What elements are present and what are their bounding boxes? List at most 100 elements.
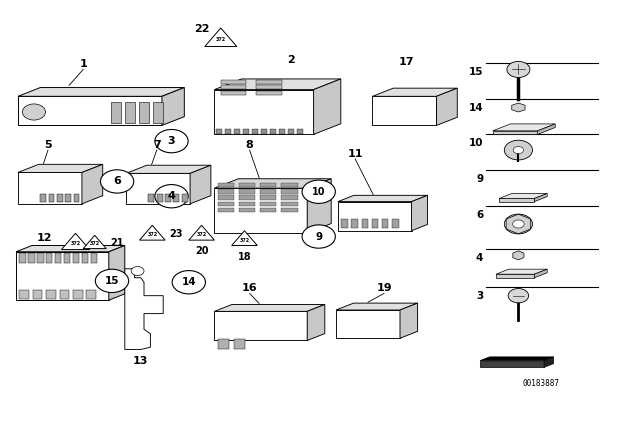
Polygon shape: [372, 88, 457, 96]
Bar: [256, 80, 282, 84]
Bar: [28, 253, 35, 263]
Bar: [57, 194, 63, 202]
Polygon shape: [125, 269, 163, 349]
Text: 13: 13: [133, 356, 148, 366]
Bar: [281, 208, 298, 212]
Text: 4: 4: [476, 253, 483, 263]
Bar: [165, 194, 171, 202]
Polygon shape: [436, 88, 457, 125]
Bar: [281, 189, 298, 194]
Text: 3: 3: [168, 136, 175, 146]
Bar: [239, 195, 255, 200]
Polygon shape: [214, 305, 324, 311]
Circle shape: [508, 289, 529, 303]
Bar: [260, 189, 276, 194]
Bar: [256, 90, 282, 95]
Polygon shape: [496, 269, 547, 274]
Polygon shape: [538, 124, 556, 134]
Polygon shape: [412, 195, 428, 231]
Polygon shape: [336, 310, 400, 338]
Text: 20: 20: [195, 246, 209, 256]
Bar: [297, 129, 303, 134]
Polygon shape: [372, 96, 436, 125]
Text: 9: 9: [315, 232, 323, 241]
Text: 372: 372: [70, 241, 81, 246]
Polygon shape: [480, 361, 544, 367]
Bar: [182, 194, 188, 202]
Bar: [19, 253, 26, 263]
Text: 7: 7: [153, 140, 161, 150]
Polygon shape: [16, 246, 125, 252]
Bar: [218, 189, 234, 194]
Polygon shape: [126, 173, 190, 204]
Bar: [221, 80, 246, 84]
Polygon shape: [493, 131, 538, 134]
Bar: [243, 129, 249, 134]
Circle shape: [155, 129, 188, 153]
Polygon shape: [189, 225, 214, 240]
Polygon shape: [400, 303, 417, 338]
Polygon shape: [140, 225, 165, 240]
Polygon shape: [512, 103, 525, 112]
Bar: [74, 194, 79, 202]
Bar: [216, 129, 222, 134]
Circle shape: [302, 225, 335, 248]
Bar: [270, 129, 276, 134]
Circle shape: [504, 140, 532, 160]
Text: 1: 1: [79, 60, 87, 69]
Bar: [86, 290, 96, 299]
Text: 3: 3: [476, 291, 483, 301]
Polygon shape: [338, 195, 428, 202]
Text: 18: 18: [237, 252, 252, 262]
Polygon shape: [214, 188, 307, 233]
Text: 10: 10: [468, 138, 483, 148]
Bar: [281, 183, 298, 187]
Text: 8: 8: [246, 140, 253, 150]
Circle shape: [507, 61, 530, 78]
Bar: [256, 85, 282, 89]
Bar: [234, 339, 245, 349]
Text: 14: 14: [182, 277, 196, 287]
Circle shape: [172, 271, 205, 294]
Polygon shape: [214, 90, 314, 134]
Bar: [218, 202, 234, 206]
Polygon shape: [18, 164, 102, 172]
Polygon shape: [16, 252, 109, 300]
Polygon shape: [109, 246, 125, 300]
Circle shape: [302, 180, 335, 203]
Text: 14: 14: [468, 103, 483, 112]
Text: 11: 11: [348, 149, 363, 159]
Bar: [73, 253, 79, 263]
Bar: [392, 219, 399, 228]
Bar: [153, 102, 163, 123]
Bar: [60, 290, 69, 299]
Polygon shape: [499, 194, 547, 198]
Polygon shape: [61, 233, 90, 250]
Bar: [73, 290, 83, 299]
Text: 17: 17: [399, 57, 414, 67]
Circle shape: [513, 146, 524, 154]
Polygon shape: [126, 165, 211, 173]
Bar: [372, 219, 378, 228]
Polygon shape: [493, 124, 556, 131]
Text: 372: 372: [90, 241, 100, 246]
Bar: [239, 208, 255, 212]
Circle shape: [22, 104, 45, 120]
Circle shape: [131, 267, 144, 276]
Circle shape: [155, 185, 188, 208]
Bar: [218, 208, 234, 212]
Text: 15: 15: [468, 67, 483, 77]
Bar: [218, 195, 234, 200]
Bar: [46, 253, 52, 263]
Bar: [261, 129, 267, 134]
Polygon shape: [18, 172, 82, 204]
Bar: [40, 194, 46, 202]
Polygon shape: [190, 165, 211, 204]
Bar: [139, 102, 149, 123]
Bar: [49, 194, 54, 202]
Polygon shape: [162, 87, 184, 125]
Text: 22: 22: [194, 24, 209, 34]
Text: 6: 6: [476, 210, 483, 220]
Polygon shape: [83, 235, 106, 249]
Polygon shape: [336, 303, 417, 310]
